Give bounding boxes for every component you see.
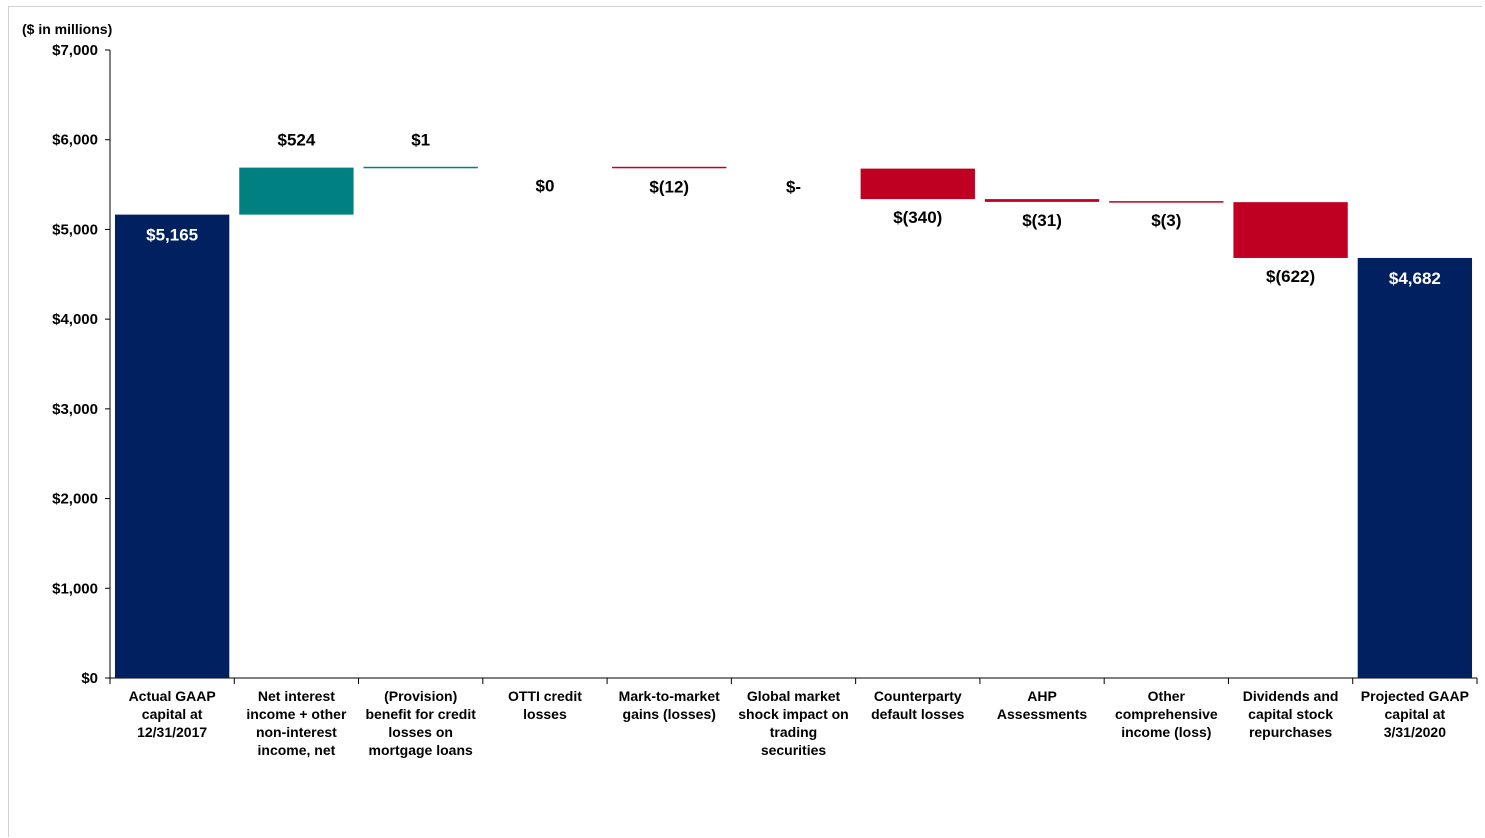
category-label-line: non-interest [256,724,337,740]
chart-frame [8,6,1482,837]
category-label-line: comprehensive [1115,706,1218,722]
category-label-line: Projected GAAP [1361,688,1469,704]
y-tick-label: $0 [81,670,98,687]
category-label-line: 3/31/2020 [1384,724,1446,740]
waterfall-bar-3 [363,166,478,169]
category-label-line: Other [1148,688,1186,704]
data-label: $(340) [893,208,942,227]
category-label-line: shock impact on [738,706,848,722]
y-axis: $0 $1,000 $2,000 $3,000 $4,000 $5,000 $6,000 $7… [52,42,1478,687]
waterfall-bar-8 [984,199,1100,202]
category-label-line: losses [523,706,567,722]
category-label-line: losses on [388,724,453,740]
data-labels: $5,165 $524 $1 $0 $(12) $- $(340) $(31) $(3) $(62… [146,131,1441,288]
category-label-line: capital at [1385,706,1446,722]
category-label-line: trading [770,724,817,740]
unit-label: ($ in millions) [22,21,112,37]
data-label: $(12) [649,178,689,197]
y-tick-label: $4,000 [52,311,98,328]
category-label-line: Dividends and [1243,688,1339,704]
category-label-line: income, net [258,742,336,758]
category-label-line: gains (losses) [623,706,716,722]
waterfall-bar-1 [114,214,230,678]
category-label-line: income + other [246,706,347,722]
data-label: $(622) [1266,267,1315,286]
y-tick-label: $1,000 [52,580,98,597]
waterfall-bar-7 [860,168,975,200]
category-label: Global market shock impact on trading secur… [738,688,848,758]
category-label-line: Mark-to-market [619,688,720,704]
category-label: Actual GAAP capital at 12/31/2017 [129,688,216,740]
category-label: Dividends and capital stock repurchases [1243,688,1339,740]
category-labels: Actual GAAP capital at 12/31/2017 Net inter… [129,688,1469,758]
category-label-line: mortgage loans [369,742,473,758]
category-label-line: securities [761,742,827,758]
category-label-line: repurchases [1249,724,1332,740]
category-label-line: Global market [747,688,841,704]
category-label: Projected GAAP capital at 3/31/2020 [1361,688,1469,740]
waterfall-bar-11 [1357,257,1473,678]
category-label-line: income (loss) [1121,724,1211,740]
data-label: $0 [535,177,554,196]
data-label: $1 [411,131,430,150]
y-tick-label: $5,000 [52,221,98,238]
category-label: Mark-to-market gains (losses) [619,688,720,722]
category-label-line: capital stock [1248,706,1333,722]
category-label: OTTI credit losses [508,688,582,722]
category-label-line: 12/31/2017 [137,724,207,740]
data-label: $- [786,178,801,197]
waterfall-bar-5 [612,166,727,169]
category-label-line: (Provision) [384,688,457,704]
waterfall-bar-2 [239,167,354,215]
category-label-line: benefit for credit [365,706,476,722]
category-label-line: OTTI credit [508,688,582,704]
data-label: $(31) [1022,211,1062,230]
category-label: AHP Assessments [997,688,1087,722]
category-label-line: Net interest [258,688,335,704]
category-label-line: default losses [871,706,965,722]
category-label: (Provision) benefit for credit losses on mo… [365,688,476,758]
data-label: $5,165 [146,226,198,245]
category-label-line: Assessments [997,706,1087,722]
y-tick-label: $2,000 [52,491,98,508]
y-tick-label: $6,000 [52,132,98,149]
y-tick-label: $7,000 [52,42,98,59]
category-label-line: Counterparty [874,688,962,704]
category-label-line: capital at [142,706,203,722]
waterfall-bar-9 [1109,201,1224,203]
category-label: Counterparty default losses [871,688,965,722]
data-label: $4,682 [1389,269,1441,288]
category-label: Net interest income + other non-interest in… [246,688,347,758]
data-label: $(3) [1151,211,1181,230]
y-tick-label: $3,000 [52,401,98,418]
category-label-line: AHP [1027,688,1057,704]
category-label: Other comprehensive income (loss) [1115,688,1218,740]
category-label-line: Actual GAAP [129,688,216,704]
waterfall-bar-10 [1233,202,1348,258]
data-label: $524 [277,131,315,150]
bars [114,166,1473,678]
